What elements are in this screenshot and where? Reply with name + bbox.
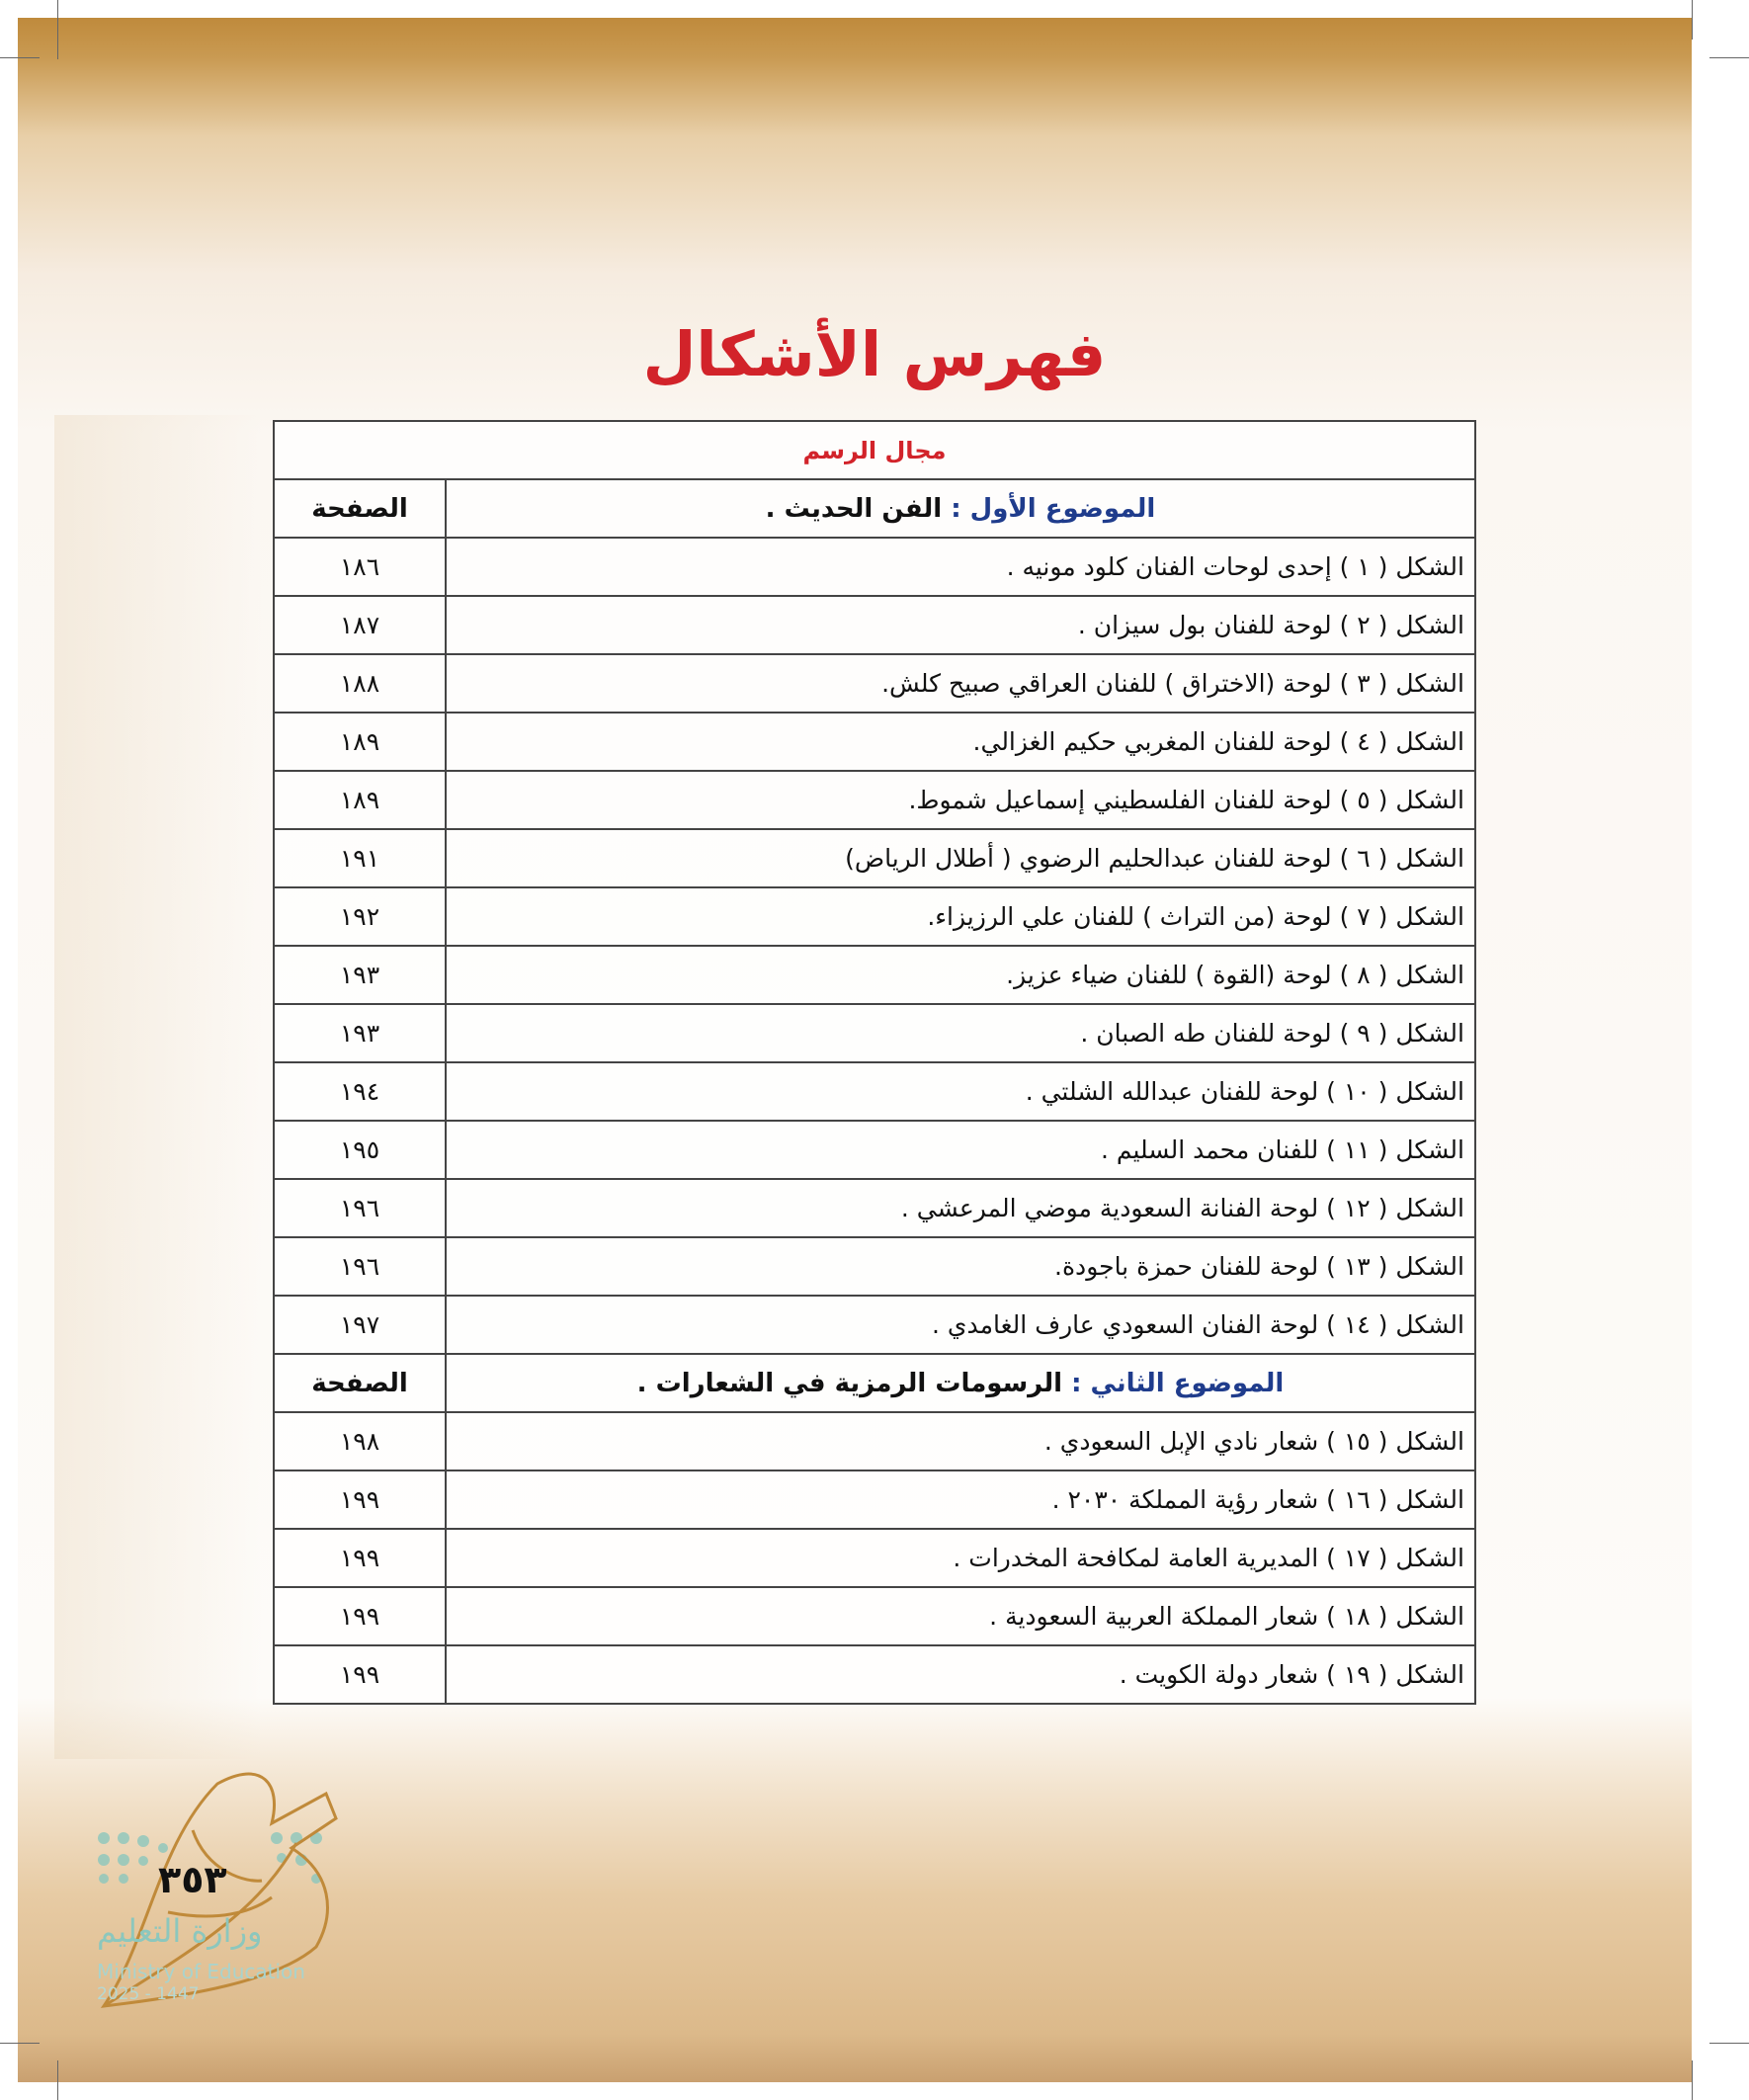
figure-caption: الشكل ( ٥ ) لوحة للفنان الفلسطيني إسماعي…: [445, 770, 1476, 830]
figure-caption: الشكل ( ٤ ) لوحة للفنان المغربي حكيم الغ…: [445, 712, 1476, 772]
topic-title: الموضوع الأول : الفن الحديث .: [445, 478, 1476, 539]
topic-name: الفن الحديث .: [765, 493, 943, 524]
crop-mark: [1692, 0, 1693, 40]
page-column-header: الصفحة: [273, 478, 447, 539]
figure-caption: الشكل ( ١٤ ) لوحة الفنان السعودي عارف ال…: [445, 1295, 1476, 1355]
figure-caption: الشكل ( ١٩ ) شعار دولة الكويت .: [445, 1644, 1476, 1705]
figure-page: ١٩٥: [273, 1120, 447, 1180]
table-row: الشكل ( ٦ ) لوحة للفنان عبدالحليم الرضوي…: [273, 828, 1476, 888]
figure-caption: الشكل ( ١٧ ) المديرية العامة لمكافحة الم…: [445, 1528, 1476, 1588]
figures-index-table: مجال الرسم الموضوع الأول : الفن الحديث .…: [273, 420, 1476, 1705]
figure-page: ١٩٩: [273, 1586, 447, 1646]
ministry-name-arabic: وزارة التعليم: [97, 1912, 263, 1950]
figure-caption: الشكل ( ١٢ ) لوحة الفنانة السعودية موضي …: [445, 1178, 1476, 1238]
ministry-logo: [98, 1772, 338, 2008]
figure-caption: الشكل ( ١٠ ) لوحة للفنان عبدالله الشلتي …: [445, 1061, 1476, 1122]
figure-caption: الشكل ( ١٨ ) شعار المملكة العربية السعود…: [445, 1586, 1476, 1646]
table-row: الشكل ( ١٧ ) المديرية العامة لمكافحة الم…: [273, 1528, 1476, 1588]
crop-mark: [1692, 2060, 1693, 2100]
figure-page: ١٩١: [273, 828, 447, 888]
table-row: الشكل ( ٢ ) لوحة للفنان بول سيزان . ١٨٧: [273, 595, 1476, 655]
figure-page: ١٩٩: [273, 1528, 447, 1588]
ministry-year: 2025 - 1447: [97, 1984, 200, 2004]
section-row: مجال الرسم: [273, 420, 1476, 480]
table-row: الشكل ( ١٤ ) لوحة الفنان السعودي عارف ال…: [273, 1295, 1476, 1355]
figure-page: ١٩٣: [273, 945, 447, 1005]
figure-page: ١٩٣: [273, 1003, 447, 1063]
crop-mark: [1709, 2043, 1749, 2044]
figure-caption: الشكل ( ١ ) إحدى لوحات الفنان كلود مونيه…: [445, 537, 1476, 597]
figure-caption: الشكل ( ١١ ) للفنان محمد السليم .: [445, 1120, 1476, 1180]
figure-page: ١٩٦: [273, 1178, 447, 1238]
table-row: الشكل ( ١٠ ) لوحة للفنان عبدالله الشلتي …: [273, 1061, 1476, 1122]
table-row: الشكل ( ١١ ) للفنان محمد السليم . ١٩٥: [273, 1120, 1476, 1180]
figure-page: ١٩٩: [273, 1644, 447, 1705]
table-row: الشكل ( ٧ ) لوحة (من التراث ) للفنان علي…: [273, 886, 1476, 947]
table-row: الشكل ( ١٢ ) لوحة الفنانة السعودية موضي …: [273, 1178, 1476, 1238]
crop-mark: [57, 2060, 58, 2100]
figure-page: ١٩٦: [273, 1236, 447, 1297]
figure-caption: الشكل ( ٢ ) لوحة للفنان بول سيزان .: [445, 595, 1476, 655]
figure-caption: الشكل ( ١٥ ) شعار نادي الإبل السعودي .: [445, 1411, 1476, 1471]
table-row: الشكل ( ٤ ) لوحة للفنان المغربي حكيم الغ…: [273, 712, 1476, 772]
topic-name: الرسومات الرمزية في الشعارات .: [636, 1368, 1063, 1398]
table-row: الشكل ( ١٨ ) شعار المملكة العربية السعود…: [273, 1586, 1476, 1646]
section-title: مجال الرسم: [273, 420, 1476, 480]
table-row: الشكل ( ١٩ ) شعار دولة الكويت . ١٩٩: [273, 1644, 1476, 1705]
figure-page: ١٩٤: [273, 1061, 447, 1122]
figure-caption: الشكل ( ٦ ) لوحة للفنان عبدالحليم الرضوي…: [445, 828, 1476, 888]
figure-caption: الشكل ( ٩ ) لوحة للفنان طه الصبان .: [445, 1003, 1476, 1063]
page-title: فهرس الأشكال: [642, 318, 1107, 390]
figure-page: ١٨٨: [273, 653, 447, 714]
crop-mark: [57, 0, 58, 59]
ministry-name-english: Ministry of Education: [97, 1960, 305, 1983]
side-decoration: [54, 415, 262, 1759]
page-column-header: الصفحة: [273, 1353, 447, 1413]
topic-label: الموضوع الأول :: [951, 493, 1156, 524]
figure-caption: الشكل ( ٨ ) لوحة (القوة ) للفنان ضياء عز…: [445, 945, 1476, 1005]
figure-page: ١٨٦: [273, 537, 447, 597]
figure-page: ١٩٧: [273, 1295, 447, 1355]
figure-page: ١٨٧: [273, 595, 447, 655]
page-number: ٣٥٣: [158, 1858, 227, 1901]
crop-mark: [1709, 57, 1749, 58]
topic-header-row: الموضوع الأول : الفن الحديث . الصفحة: [273, 478, 1476, 539]
figure-caption: الشكل ( ١٦ ) شعار رؤية المملكة ٢٠٣٠ .: [445, 1470, 1476, 1530]
table-row: الشكل ( ١ ) إحدى لوحات الفنان كلود مونيه…: [273, 537, 1476, 597]
figure-page: ١٩٨: [273, 1411, 447, 1471]
table-row: الشكل ( ٨ ) لوحة (القوة ) للفنان ضياء عز…: [273, 945, 1476, 1005]
table-row: الشكل ( ٣ ) لوحة (الاختراق ) للفنان العر…: [273, 653, 1476, 714]
topic-header-row: الموضوع الثاني : الرسومات الرمزية في الش…: [273, 1353, 1476, 1413]
table-row: الشكل ( ١٦ ) شعار رؤية المملكة ٢٠٣٠ . ١٩٩: [273, 1470, 1476, 1530]
crop-mark: [0, 2043, 40, 2044]
table-row: الشكل ( ١٥ ) شعار نادي الإبل السعودي . ١٩…: [273, 1411, 1476, 1471]
figure-page: ١٨٩: [273, 712, 447, 772]
figure-caption: الشكل ( ٣ ) لوحة (الاختراق ) للفنان العر…: [445, 653, 1476, 714]
table-row: الشكل ( ٩ ) لوحة للفنان طه الصبان . ١٩٣: [273, 1003, 1476, 1063]
topic-label: الموضوع الثاني :: [1071, 1368, 1285, 1398]
figure-caption: الشكل ( ١٣ ) لوحة للفنان حمزة باجودة.: [445, 1236, 1476, 1297]
topic-title: الموضوع الثاني : الرسومات الرمزية في الش…: [445, 1353, 1476, 1413]
figure-page: ١٩٢: [273, 886, 447, 947]
figure-page: ١٩٩: [273, 1470, 447, 1530]
figure-caption: الشكل ( ٧ ) لوحة (من التراث ) للفنان علي…: [445, 886, 1476, 947]
crop-mark: [0, 57, 40, 58]
table-row: الشكل ( ١٣ ) لوحة للفنان حمزة باجودة. ١٩٦: [273, 1236, 1476, 1297]
table-row: الشكل ( ٥ ) لوحة للفنان الفلسطيني إسماعي…: [273, 770, 1476, 830]
figure-page: ١٨٩: [273, 770, 447, 830]
